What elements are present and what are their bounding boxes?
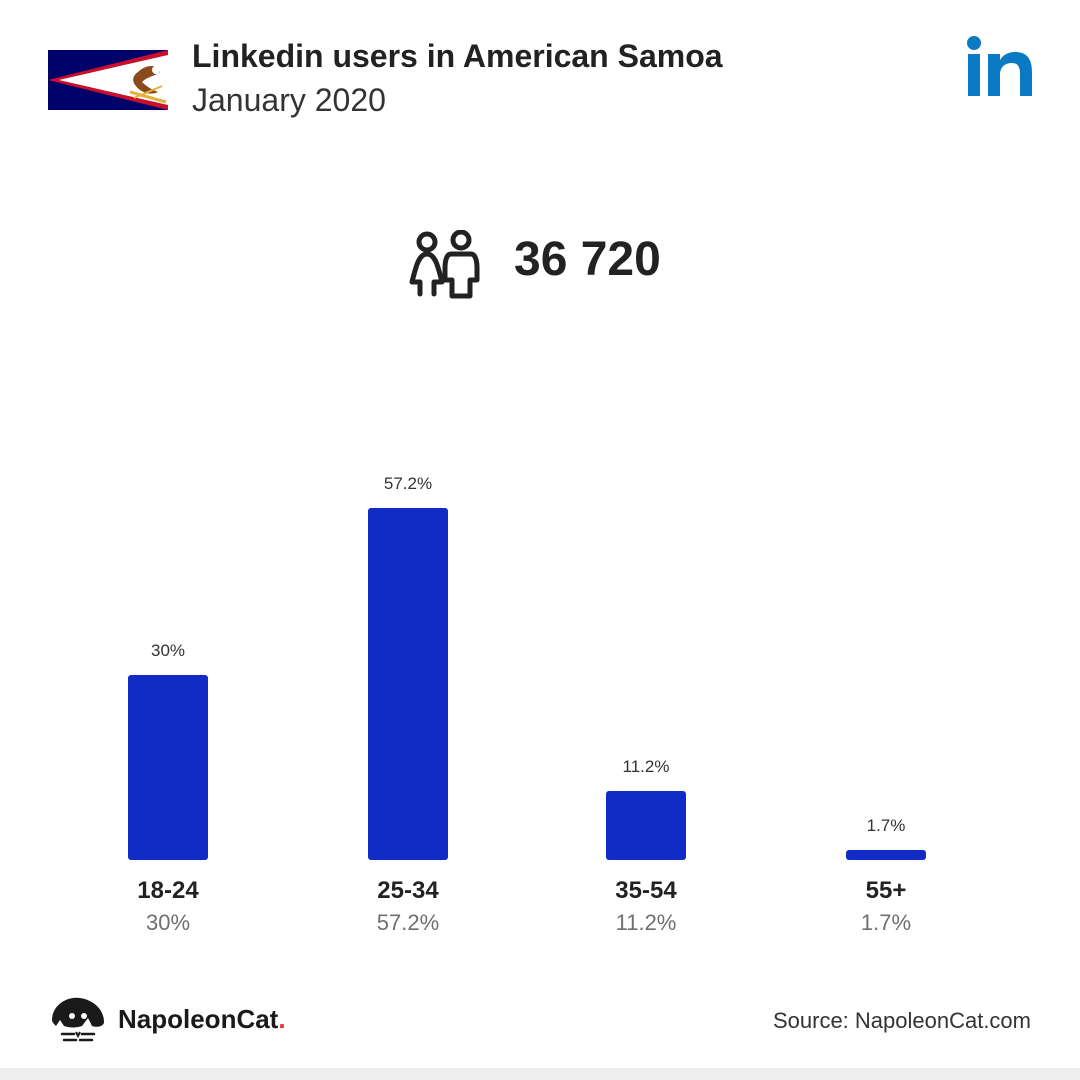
category-label: 18-24 [137,877,199,904]
american-samoa-flag-icon [48,50,168,110]
category-value: 1.7% [860,910,912,935]
bar-25-34 [368,508,448,860]
page-title: Linkedin users in American Samoa [192,38,723,74]
category-value: 30% [145,910,191,935]
bar-value-label: 30% [150,641,186,661]
category-label: 35-54 [615,877,677,904]
category-value: 11.2% [615,910,677,935]
total-users-count: 36 720 [514,233,661,286]
category-value: 57.2% [376,910,440,935]
brand-name: NapoleonCat. [118,1004,286,1034]
category-label: 25-34 [377,877,439,904]
page-subtitle: January 2020 [192,82,386,118]
bar-35-54 [606,791,686,860]
napoleoncat-brand: NapoleonCat. [48,994,298,1044]
napoleoncat-logo-icon [52,997,104,1042]
bar-value-label: 11.2% [622,757,670,777]
source-link[interactable]: Source: NapoleonCat.com [772,1008,1031,1033]
brand-dot: . [278,1004,286,1034]
age-distribution-chart: 30% 18-24 30% 57.2% 25-34 57.2% 11.2% 35-54 11.2… [0,440,1080,960]
bar-value-label: 57.2% [383,474,433,493]
bar-18-24 [128,675,208,860]
bar-55+ [846,849,926,860]
footer-strip [0,1068,1080,1080]
linkedin-icon [967,36,1032,96]
bar-value-label: 1.7% [866,815,906,835]
category-label: 55+ [865,877,907,904]
users-icon [409,230,480,299]
